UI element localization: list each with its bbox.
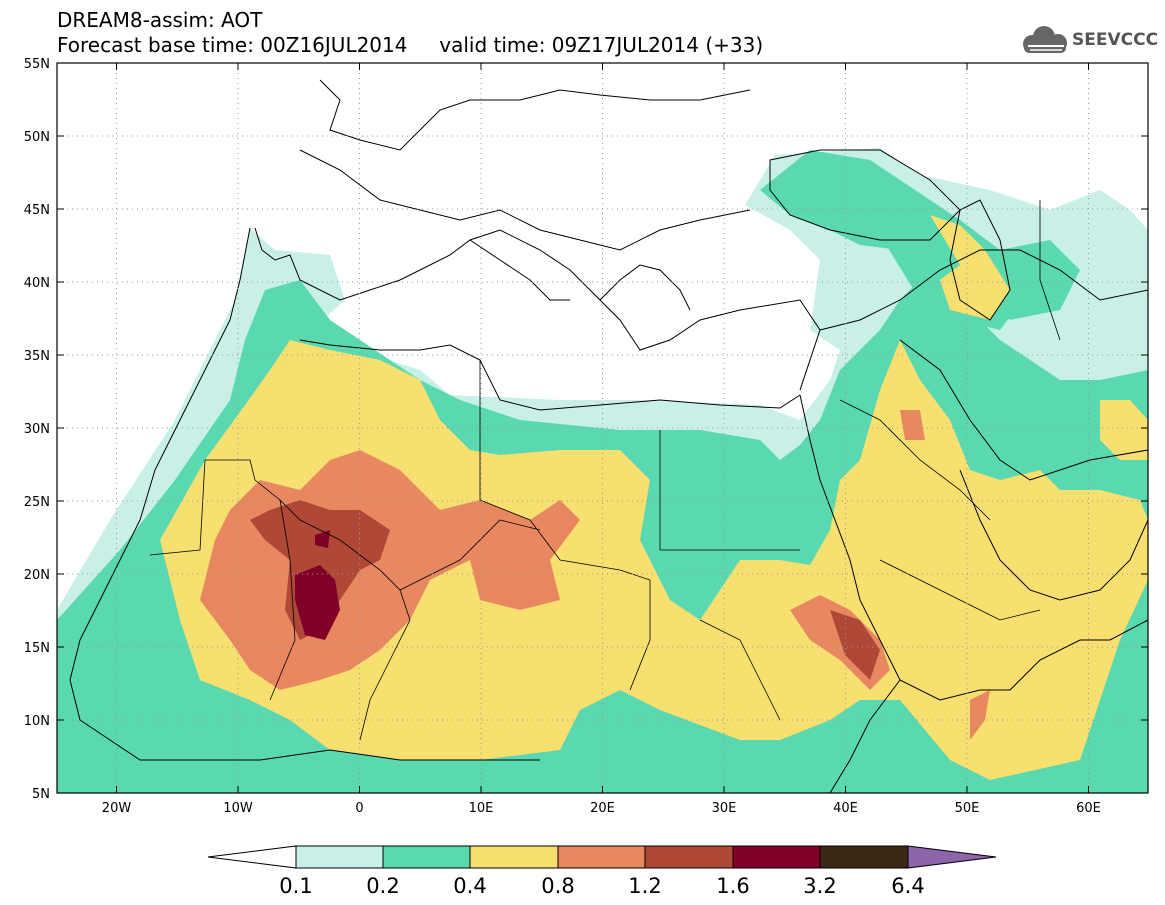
lon-label: 20E xyxy=(590,801,615,816)
colorbar-swatch xyxy=(732,845,821,869)
lat-label: 35N xyxy=(24,349,50,364)
lat-label: 45N xyxy=(24,203,50,218)
colorbar-label: 3.2 xyxy=(803,874,836,898)
lat-label: 40N xyxy=(24,276,50,291)
aot-field xyxy=(57,63,1148,793)
colorbar-label: 0.1 xyxy=(279,874,312,898)
logo-text: SEEVCCC xyxy=(1072,30,1159,50)
map-title: DREAM8-assim: AOT xyxy=(57,8,263,32)
tick-marks xyxy=(57,63,1148,793)
graticule xyxy=(57,63,1148,793)
colorbar-swatch xyxy=(644,845,734,869)
coastlines xyxy=(69,79,1148,793)
lon-label: 40E xyxy=(833,801,858,816)
lon-label: 50E xyxy=(955,801,980,816)
lat-label: 5N xyxy=(32,787,50,802)
colorbar-label: 0.4 xyxy=(453,874,486,898)
colorbar-label: 0.8 xyxy=(541,874,574,898)
colorbar-under-triangle xyxy=(207,845,297,869)
map-subtitle: Forecast base time: 00Z16JUL2014 valid t… xyxy=(57,33,764,57)
lat-label: 55N xyxy=(24,57,50,72)
lat-label: 50N xyxy=(24,130,50,145)
lat-label: 25N xyxy=(24,495,50,510)
colorbar-swatch xyxy=(295,845,384,869)
lat-label: 10N xyxy=(24,714,50,729)
borders xyxy=(149,200,1061,741)
lon-label: 30E xyxy=(712,801,737,816)
lat-label: 15N xyxy=(24,641,50,656)
lat-label: 30N xyxy=(24,422,50,437)
lon-label: 0 xyxy=(355,801,363,816)
lon-label: 20W xyxy=(102,801,132,816)
cloud-logo-icon xyxy=(1023,26,1067,53)
colorbar-swatch xyxy=(557,845,646,869)
lat-label: 20N xyxy=(24,568,50,583)
colorbar-label: 1.6 xyxy=(716,874,749,898)
colorbar-swatch xyxy=(819,845,909,869)
colorbar-over-triangle xyxy=(907,845,997,869)
colorbar-label: 6.4 xyxy=(891,874,924,898)
colorbar-swatch xyxy=(469,845,559,869)
aot-map: 55N 50N 45N 40N 35N 30N 25N 20N 15N 10N … xyxy=(24,57,1149,816)
colorbar-swatch xyxy=(382,845,471,869)
colorbar-label: 0.2 xyxy=(366,874,399,898)
lon-label: 10W xyxy=(223,801,253,816)
lon-label: 10E xyxy=(469,801,494,816)
colorbar-label: 1.2 xyxy=(628,874,661,898)
lon-label: 60E xyxy=(1076,801,1101,816)
